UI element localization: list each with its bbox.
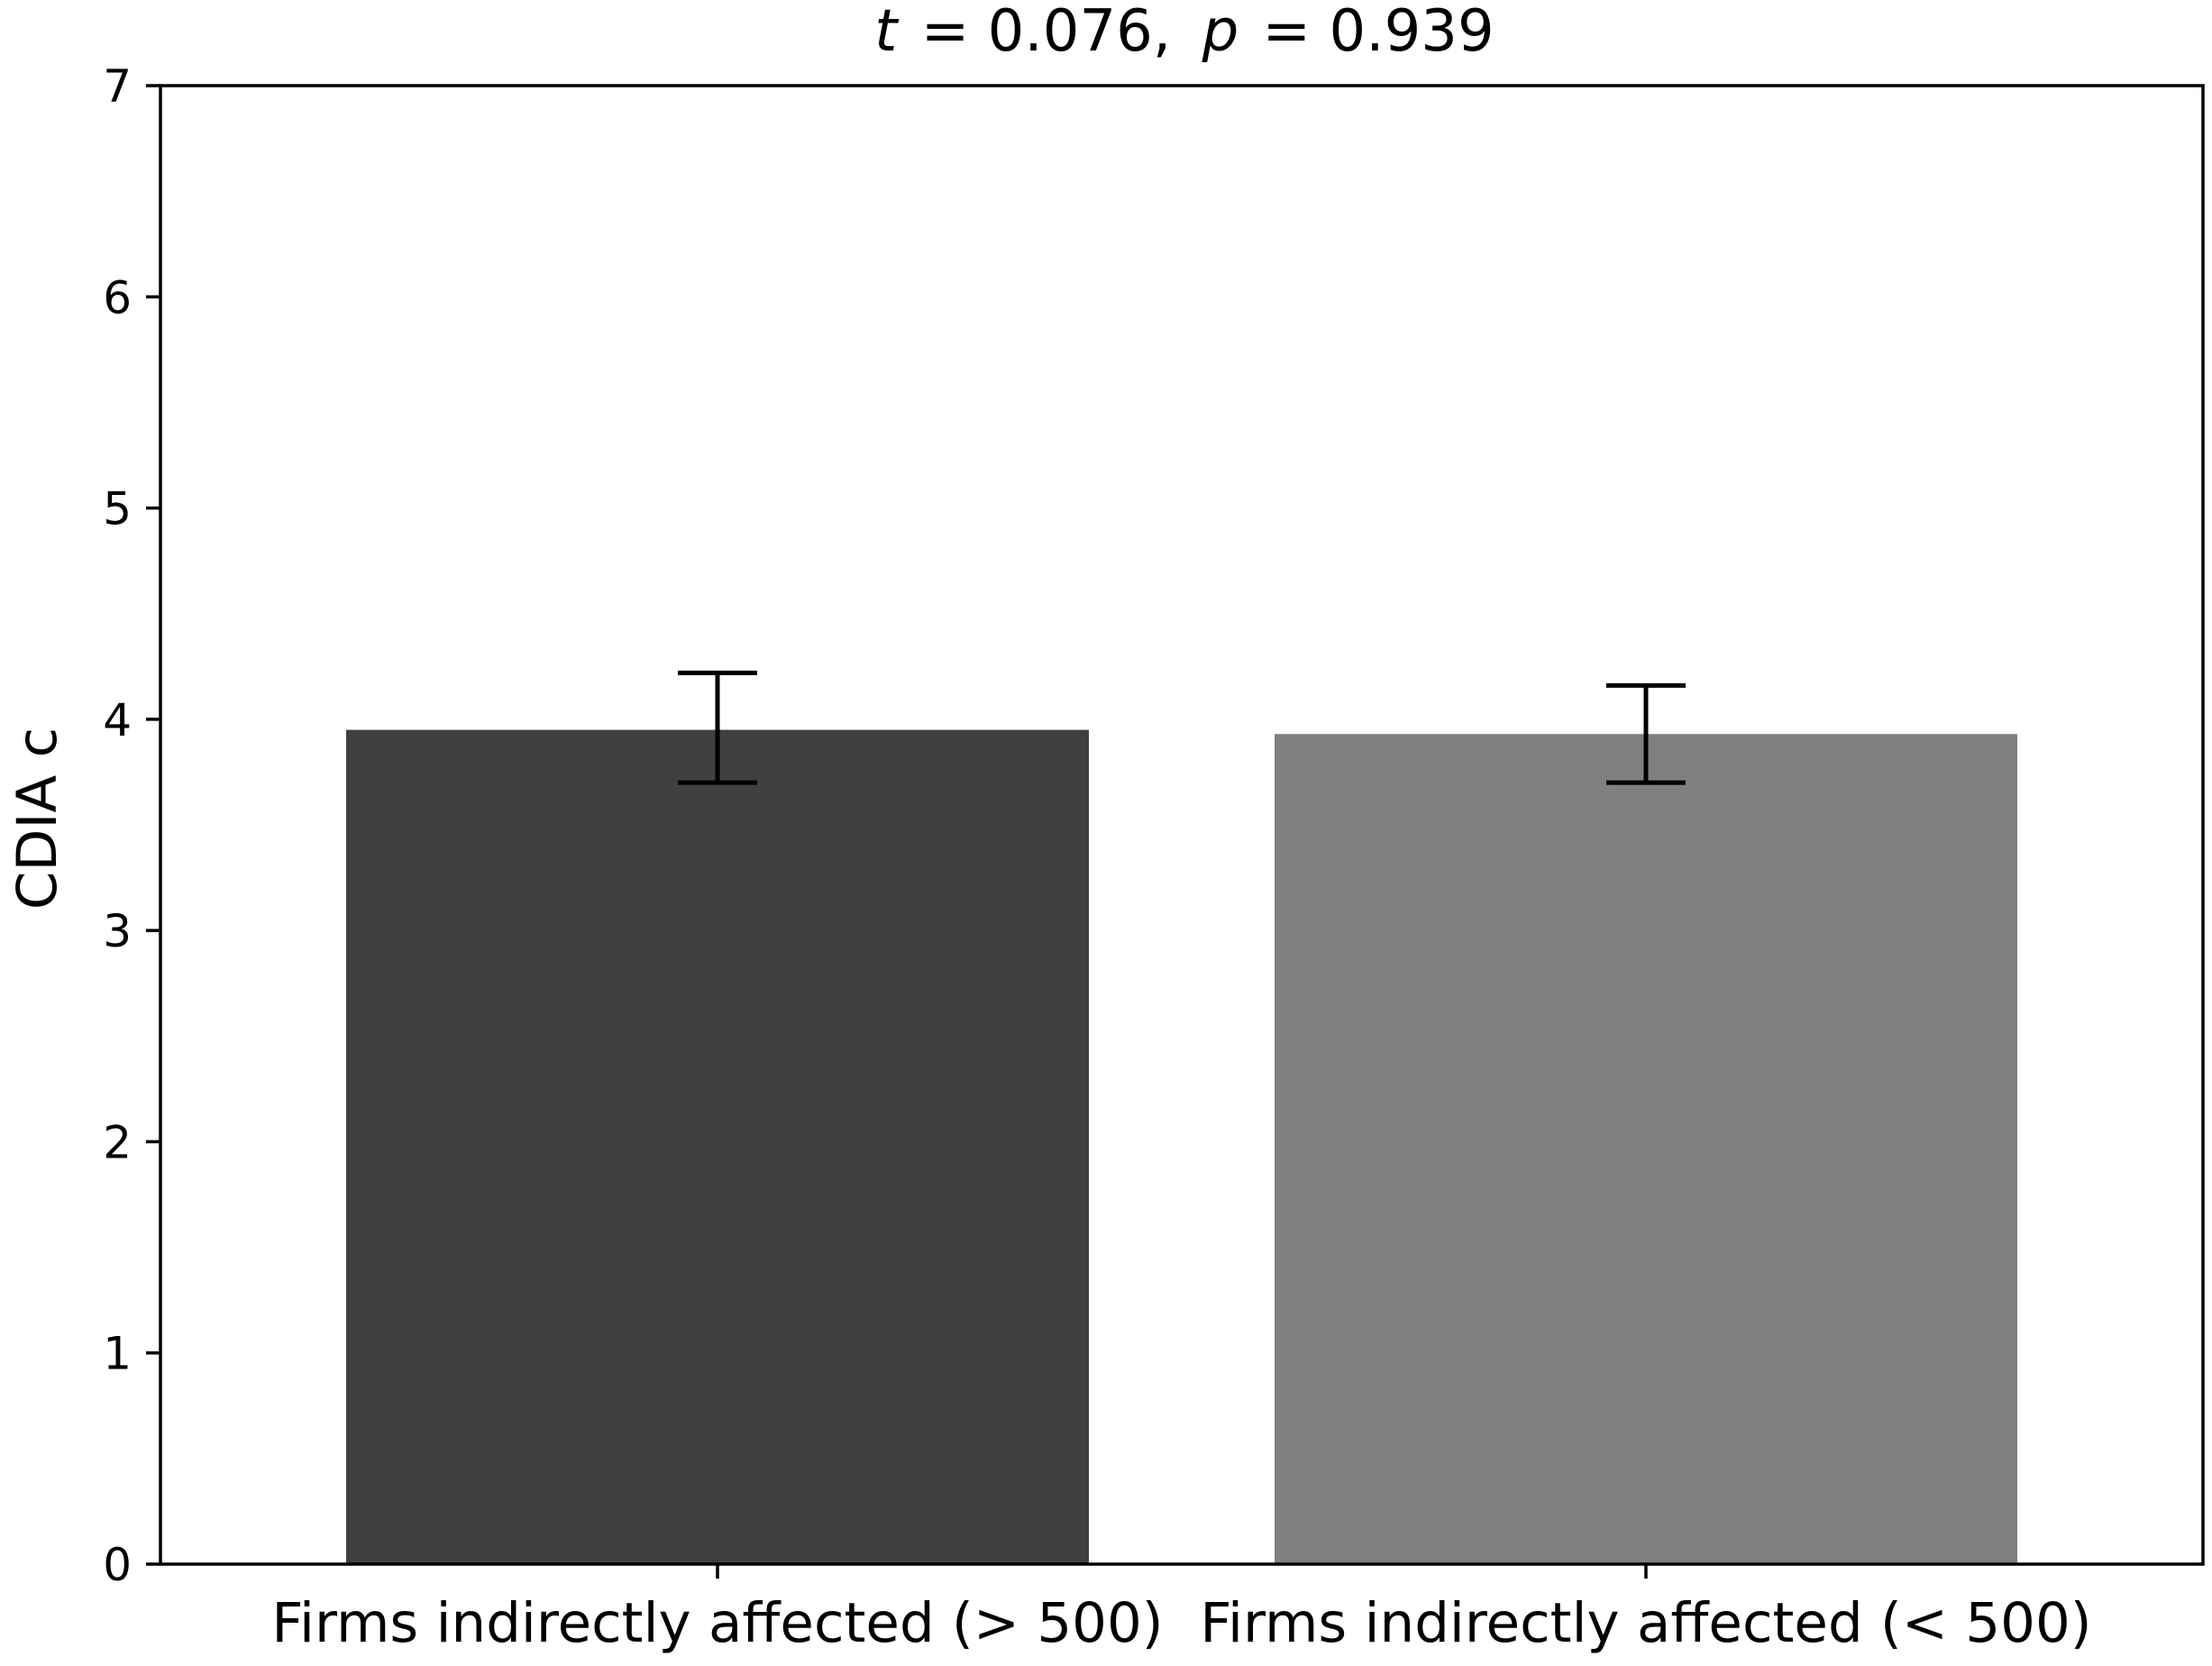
y-tick-label: 7 <box>103 60 132 113</box>
y-tick-label: 5 <box>103 483 132 536</box>
title-p-symbol: p <box>1202 0 1239 65</box>
bar-2 <box>1275 734 2017 1564</box>
y-tick-label: 0 <box>103 1539 132 1591</box>
title-t-value: = 0.076, <box>921 0 1172 65</box>
plot-frame <box>159 84 2205 1566</box>
y-axis-label: CDIA c <box>5 728 69 910</box>
y-tick-label: 2 <box>103 1116 132 1168</box>
error-bars-layer <box>678 670 1686 785</box>
y-tick-label: 3 <box>103 905 132 957</box>
title-t-symbol: t <box>874 0 900 65</box>
bar-1 <box>346 729 1089 1564</box>
x-axis-ticks: Firms indirectly affected (> 500) Firms i… <box>271 1564 2092 1655</box>
x-tick-label: Firms indirectly affected (> 500) <box>271 1591 1163 1655</box>
y-tick-label: 6 <box>103 271 132 324</box>
bars-layer <box>346 729 2017 1564</box>
chart-title: t = 0.076, p = 0.939 <box>874 0 1494 65</box>
x-tick-label: Firms indirectly affected (< 500) <box>1200 1591 2091 1655</box>
y-tick-label: 1 <box>103 1328 132 1380</box>
y-axis-ticks: 0 1 2 3 4 5 6 7 <box>103 60 160 1591</box>
title-p-value: = 0.939 <box>1263 0 1494 65</box>
error-bar-2 <box>1606 682 1686 785</box>
y-tick-label: 4 <box>103 694 132 746</box>
error-bar-1 <box>678 670 757 785</box>
